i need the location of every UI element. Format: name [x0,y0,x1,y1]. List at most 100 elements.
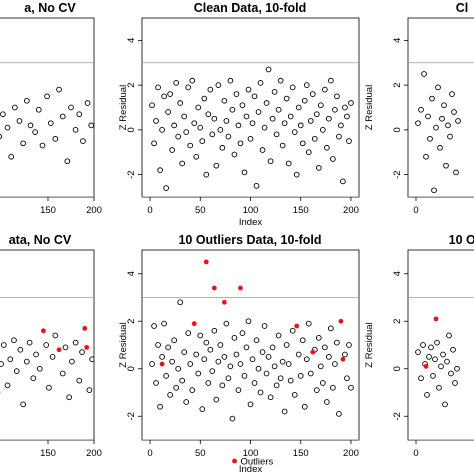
data-point [321,344,328,351]
x-tick-label: 0 [147,448,152,459]
data-point [203,339,210,346]
data-point [8,153,15,160]
plot-frame [141,17,360,198]
chart-title: ata, No CV [9,233,72,247]
data-point [295,104,302,111]
data-point [46,384,52,391]
data-point [342,104,348,111]
data-point [267,394,274,401]
data-point [189,387,196,393]
data-point [16,118,23,124]
data-point [319,380,326,386]
data-point [32,129,38,135]
data-point [440,351,446,358]
data-point [332,361,338,367]
data-point [309,91,316,97]
data-point [0,342,7,348]
data-point [330,384,336,391]
data-point [285,160,292,167]
data-point [334,93,340,100]
data-point [336,133,342,140]
data-point [197,332,204,339]
data-point [80,138,86,144]
data-point [36,365,43,372]
data-point [415,349,421,355]
data-point [199,138,206,144]
data-point [179,160,186,167]
y-tick-label: 2 [392,319,403,324]
data-point [229,106,236,113]
data-point [324,399,330,405]
data-point [177,100,184,106]
data-point [187,142,194,149]
data-point [211,115,218,122]
x-tick-label: 0 [147,205,152,216]
data-point [205,111,212,118]
chart-title: Cl [456,1,469,15]
data-point [344,375,350,382]
data-point [257,389,264,396]
data-point [239,102,246,109]
data-point [23,358,30,365]
data-point [452,380,458,386]
data-point [241,169,248,176]
data-point [221,354,228,360]
data-point [26,339,33,346]
data-point [289,327,296,334]
data-point [303,82,310,88]
data-point [171,337,177,344]
x-axis-label: Index [239,217,262,228]
data-point [249,356,256,363]
data-point [17,346,24,353]
x-tick-label: 50 [195,205,206,216]
data-point [47,120,54,127]
data-point [239,330,246,336]
data-point [342,351,348,358]
y-axis-label: Z Residual [364,85,375,130]
data-point [436,384,442,391]
data-point [428,344,434,351]
data-point [195,104,202,111]
data-point [346,138,352,144]
data-point [59,113,66,120]
data-point [79,349,85,355]
data-point [217,342,224,348]
data-point [84,100,91,106]
data-point [153,380,159,386]
y-tick-label: 4 [392,38,403,43]
data-point [432,356,438,363]
data-point [448,370,454,377]
y-tick-label: 4 [392,271,403,276]
data-point [219,382,226,389]
data-point [149,102,155,109]
data-point [181,113,188,120]
y-axis-label: Z Residual [364,322,375,367]
data-point [52,135,59,142]
chart-title: 10 Outliers Data, 10-fold [178,233,321,247]
y-tick-label: -2 [126,170,137,178]
data-point [297,373,304,379]
data-point [321,86,328,93]
data-point [181,349,188,355]
data-point [281,408,288,415]
data-point [445,122,451,129]
data-point [13,368,20,374]
data-point [243,344,250,351]
data-point [340,178,346,185]
plot-frame [407,249,474,441]
data-point [59,370,66,377]
data-point [307,370,314,377]
legend-marker [232,458,237,464]
x-tick-label: 150 [293,448,309,459]
data-point [424,392,430,398]
data-point [44,93,50,100]
data-point [269,344,276,351]
data-point [299,337,306,344]
data-point [450,346,456,353]
data-point [201,95,208,102]
data-point [255,109,262,115]
x-tick-label: 200 [86,448,102,459]
data-point [151,323,157,329]
data-point [315,165,322,171]
data-point [177,299,184,306]
